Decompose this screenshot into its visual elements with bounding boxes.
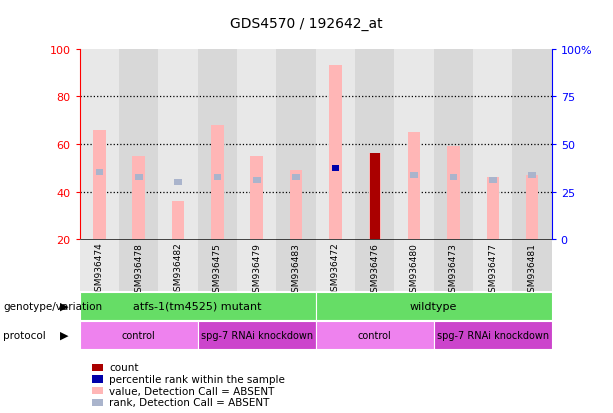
Text: control: control [358, 330, 392, 340]
FancyBboxPatch shape [80, 321, 197, 349]
FancyBboxPatch shape [197, 321, 316, 349]
FancyBboxPatch shape [434, 321, 552, 349]
Text: GDS4570 / 192642_at: GDS4570 / 192642_at [230, 17, 383, 31]
Bar [135, 175, 143, 181]
Text: GSM936480: GSM936480 [409, 242, 419, 297]
Bar [316, 240, 355, 291]
Bar [449, 175, 457, 181]
Bar [489, 177, 497, 183]
Bar [528, 173, 536, 178]
Bar [276, 50, 316, 240]
Bar [368, 154, 381, 240]
Text: GSM936474: GSM936474 [95, 242, 104, 297]
Bar [276, 240, 316, 291]
Bar [158, 50, 198, 240]
Bar [158, 240, 198, 291]
Text: rank, Detection Call = ABSENT: rank, Detection Call = ABSENT [109, 397, 270, 407]
Bar [473, 50, 512, 240]
Bar [408, 133, 421, 240]
FancyBboxPatch shape [80, 292, 316, 320]
Bar [329, 66, 341, 240]
Bar [526, 176, 538, 240]
Text: atfs-1(tm4525) mutant: atfs-1(tm4525) mutant [134, 301, 262, 311]
Bar [371, 165, 379, 171]
FancyBboxPatch shape [316, 321, 434, 349]
Bar [394, 50, 434, 240]
Bar [316, 50, 355, 240]
Bar [370, 154, 379, 240]
Text: GSM936477: GSM936477 [488, 242, 497, 297]
Text: genotype/variation: genotype/variation [3, 301, 102, 311]
Bar [197, 50, 237, 240]
Bar [197, 240, 237, 291]
Bar [473, 240, 512, 291]
Text: GSM936481: GSM936481 [528, 242, 536, 297]
Bar [211, 126, 224, 240]
Text: ▶: ▶ [60, 330, 69, 340]
Bar [237, 240, 276, 291]
Text: GSM936472: GSM936472 [331, 242, 340, 297]
Bar [80, 240, 119, 291]
Bar [253, 177, 261, 183]
Bar [96, 170, 103, 176]
Text: percentile rank within the sample: percentile rank within the sample [109, 374, 285, 384]
Bar [290, 171, 302, 240]
Text: ▶: ▶ [60, 301, 69, 311]
Text: control: control [122, 330, 156, 340]
Bar [292, 175, 300, 181]
Bar [512, 50, 552, 240]
Bar [119, 240, 158, 291]
Bar [434, 240, 473, 291]
Bar [174, 180, 182, 185]
Bar [447, 147, 460, 240]
Text: GSM936473: GSM936473 [449, 242, 458, 297]
Bar [80, 50, 119, 240]
Text: GSM936483: GSM936483 [292, 242, 300, 297]
Text: count: count [109, 363, 139, 373]
Bar [251, 157, 263, 240]
Bar [355, 50, 394, 240]
Text: wildtype: wildtype [410, 301, 457, 311]
Text: spg-7 RNAi knockdown: spg-7 RNAi knockdown [200, 330, 313, 340]
Bar [332, 165, 339, 171]
Bar [394, 240, 434, 291]
Text: spg-7 RNAi knockdown: spg-7 RNAi knockdown [436, 330, 549, 340]
Bar [93, 131, 105, 240]
Text: GSM936478: GSM936478 [134, 242, 143, 297]
Bar [512, 240, 552, 291]
Bar [355, 240, 394, 291]
Bar [410, 173, 418, 178]
Bar [332, 165, 339, 171]
Bar [237, 50, 276, 240]
Bar [213, 175, 221, 181]
Text: GSM936476: GSM936476 [370, 242, 379, 297]
Bar [119, 50, 158, 240]
Text: GSM936479: GSM936479 [252, 242, 261, 297]
Bar [487, 178, 499, 240]
Text: GSM936475: GSM936475 [213, 242, 222, 297]
Bar [132, 157, 145, 240]
Text: GSM936482: GSM936482 [173, 242, 183, 297]
Text: protocol: protocol [3, 330, 46, 340]
Bar [434, 50, 473, 240]
Text: value, Detection Call = ABSENT: value, Detection Call = ABSENT [109, 386, 275, 396]
Bar [172, 202, 185, 240]
FancyBboxPatch shape [316, 292, 552, 320]
